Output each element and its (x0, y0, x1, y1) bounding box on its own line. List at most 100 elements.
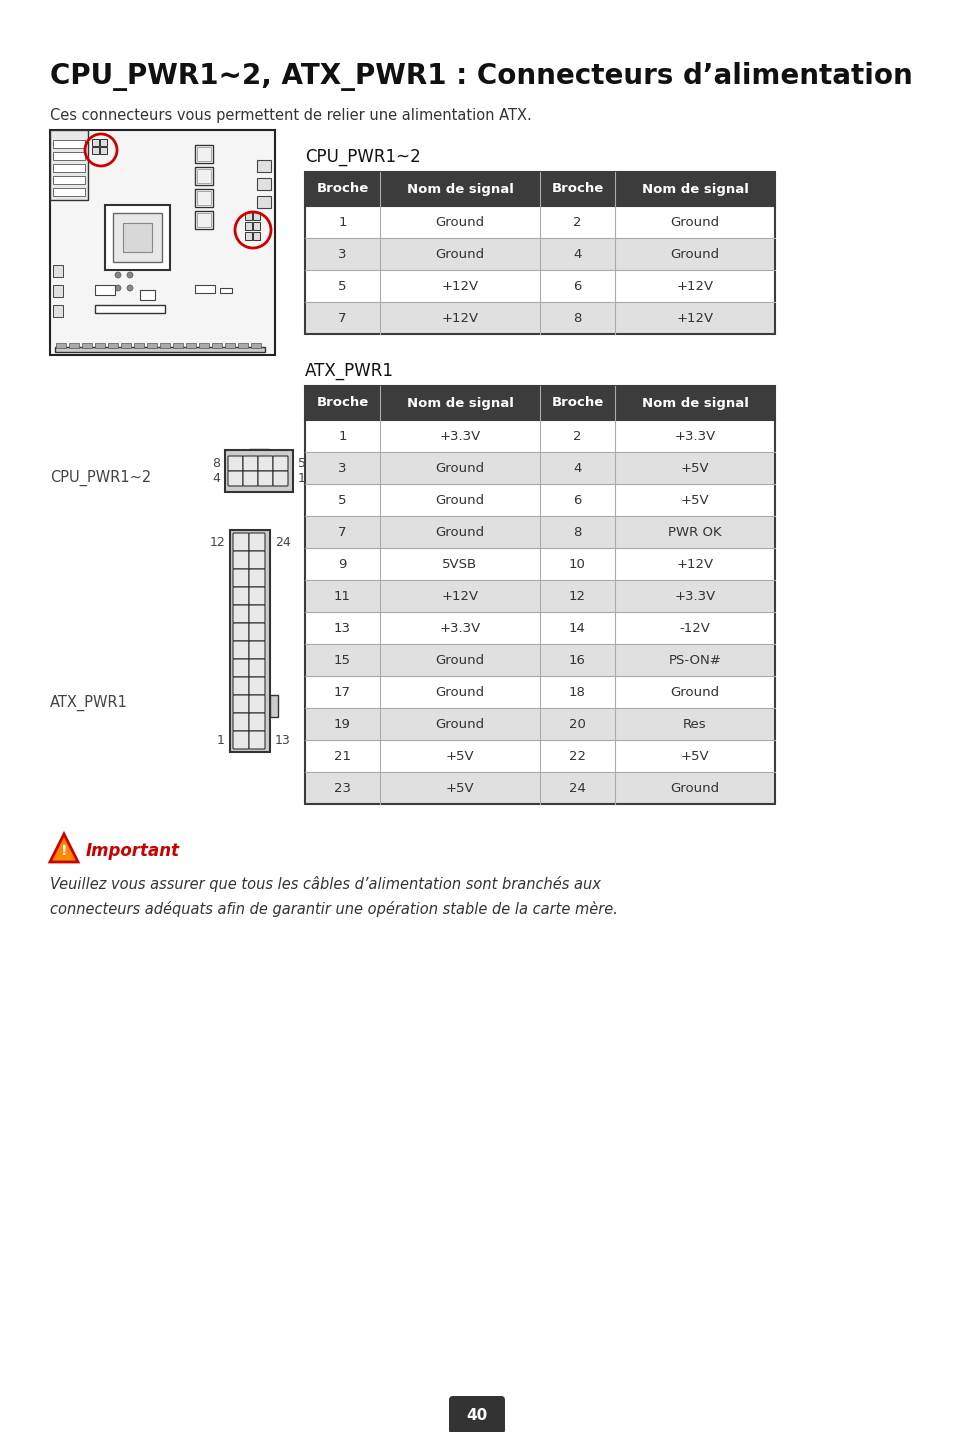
Bar (53, 305, 63, 316)
Bar (253, 232, 260, 241)
Bar (253, 212, 260, 221)
Text: Broche: Broche (551, 182, 603, 196)
Text: Ground: Ground (435, 461, 484, 474)
FancyBboxPatch shape (249, 659, 265, 677)
Text: ATX_PWR1: ATX_PWR1 (305, 362, 394, 379)
Bar (251, 344, 261, 348)
FancyBboxPatch shape (233, 569, 249, 587)
FancyBboxPatch shape (228, 455, 243, 471)
Bar (160, 344, 170, 348)
Bar (100, 147, 107, 155)
Text: Important: Important (86, 842, 180, 859)
Bar (53, 140, 85, 147)
Text: 4: 4 (573, 248, 581, 261)
Text: +12V: +12V (441, 279, 478, 292)
Text: +5V: +5V (680, 749, 709, 762)
FancyBboxPatch shape (249, 569, 265, 587)
Text: +12V: +12V (676, 279, 713, 292)
Text: CPU_PWR1~2, ATX_PWR1 : Connecteurs d’alimentation: CPU_PWR1~2, ATX_PWR1 : Connecteurs d’ali… (50, 62, 912, 92)
Text: 2: 2 (573, 430, 581, 442)
Text: 1: 1 (297, 473, 306, 485)
Text: +3.3V: +3.3V (674, 590, 715, 603)
Bar (194, 189, 213, 208)
Bar (108, 344, 118, 348)
Text: 13: 13 (274, 733, 291, 746)
Bar (91, 147, 99, 155)
Bar (305, 740, 774, 772)
Text: 6: 6 (573, 279, 581, 292)
Bar (186, 344, 195, 348)
Text: 2: 2 (573, 215, 581, 229)
Bar (55, 347, 265, 352)
Text: 14: 14 (569, 621, 585, 634)
Text: 1: 1 (338, 430, 346, 442)
FancyBboxPatch shape (249, 551, 265, 569)
Text: Ground: Ground (435, 526, 484, 538)
Text: 9: 9 (338, 557, 346, 570)
Bar (196, 190, 211, 205)
Bar (305, 238, 774, 271)
Text: 21: 21 (334, 749, 351, 762)
FancyBboxPatch shape (249, 730, 265, 749)
Bar (305, 271, 774, 302)
Text: 1: 1 (338, 215, 346, 229)
Text: 24: 24 (274, 536, 291, 548)
Text: Broche: Broche (551, 397, 603, 410)
FancyBboxPatch shape (249, 642, 265, 659)
Bar (194, 145, 213, 163)
Polygon shape (50, 833, 78, 862)
Text: 12: 12 (209, 536, 225, 548)
FancyBboxPatch shape (249, 695, 265, 713)
Bar (305, 516, 774, 548)
Bar (53, 285, 63, 296)
Text: Veuillez vous assurer que tous les câbles d’alimentation sont branchés aux
conne: Veuillez vous assurer que tous les câble… (50, 876, 618, 916)
Text: Ground: Ground (435, 686, 484, 699)
Bar (196, 213, 211, 228)
Text: Ground: Ground (435, 215, 484, 229)
Bar (196, 169, 211, 183)
FancyBboxPatch shape (233, 604, 249, 623)
Text: Ground: Ground (435, 653, 484, 666)
Text: 8: 8 (573, 312, 581, 325)
Bar (69, 344, 79, 348)
Text: Nom de signal: Nom de signal (406, 182, 513, 196)
Bar (305, 548, 774, 580)
Bar (305, 644, 774, 676)
Bar (230, 530, 270, 752)
Bar (245, 222, 252, 231)
Text: 24: 24 (569, 782, 585, 795)
Text: 40: 40 (466, 1408, 487, 1422)
Bar (305, 772, 774, 803)
Text: 10: 10 (569, 557, 585, 570)
Text: 1: 1 (217, 733, 225, 746)
Bar (256, 178, 271, 190)
Bar (305, 206, 774, 238)
Text: Nom de signal: Nom de signal (640, 182, 748, 196)
Bar (305, 172, 774, 206)
Text: 16: 16 (569, 653, 585, 666)
Text: Ground: Ground (670, 686, 719, 699)
Text: 7: 7 (338, 526, 346, 538)
Bar (305, 707, 774, 740)
Text: 5: 5 (338, 279, 346, 292)
Circle shape (115, 272, 121, 278)
Bar (50, 130, 88, 200)
Bar (172, 344, 183, 348)
FancyBboxPatch shape (249, 587, 265, 604)
Bar (123, 223, 152, 252)
Text: +5V: +5V (445, 782, 474, 795)
Text: 4: 4 (573, 461, 581, 474)
Bar (305, 302, 774, 334)
Text: 23: 23 (334, 782, 351, 795)
Bar (270, 695, 277, 717)
Bar (305, 453, 774, 484)
Bar (199, 344, 209, 348)
FancyBboxPatch shape (257, 471, 273, 485)
Text: +3.3V: +3.3V (439, 430, 480, 442)
FancyBboxPatch shape (249, 713, 265, 730)
Bar (256, 196, 271, 208)
Bar (305, 676, 774, 707)
Bar (133, 344, 144, 348)
Bar (305, 387, 774, 803)
Bar (305, 484, 774, 516)
